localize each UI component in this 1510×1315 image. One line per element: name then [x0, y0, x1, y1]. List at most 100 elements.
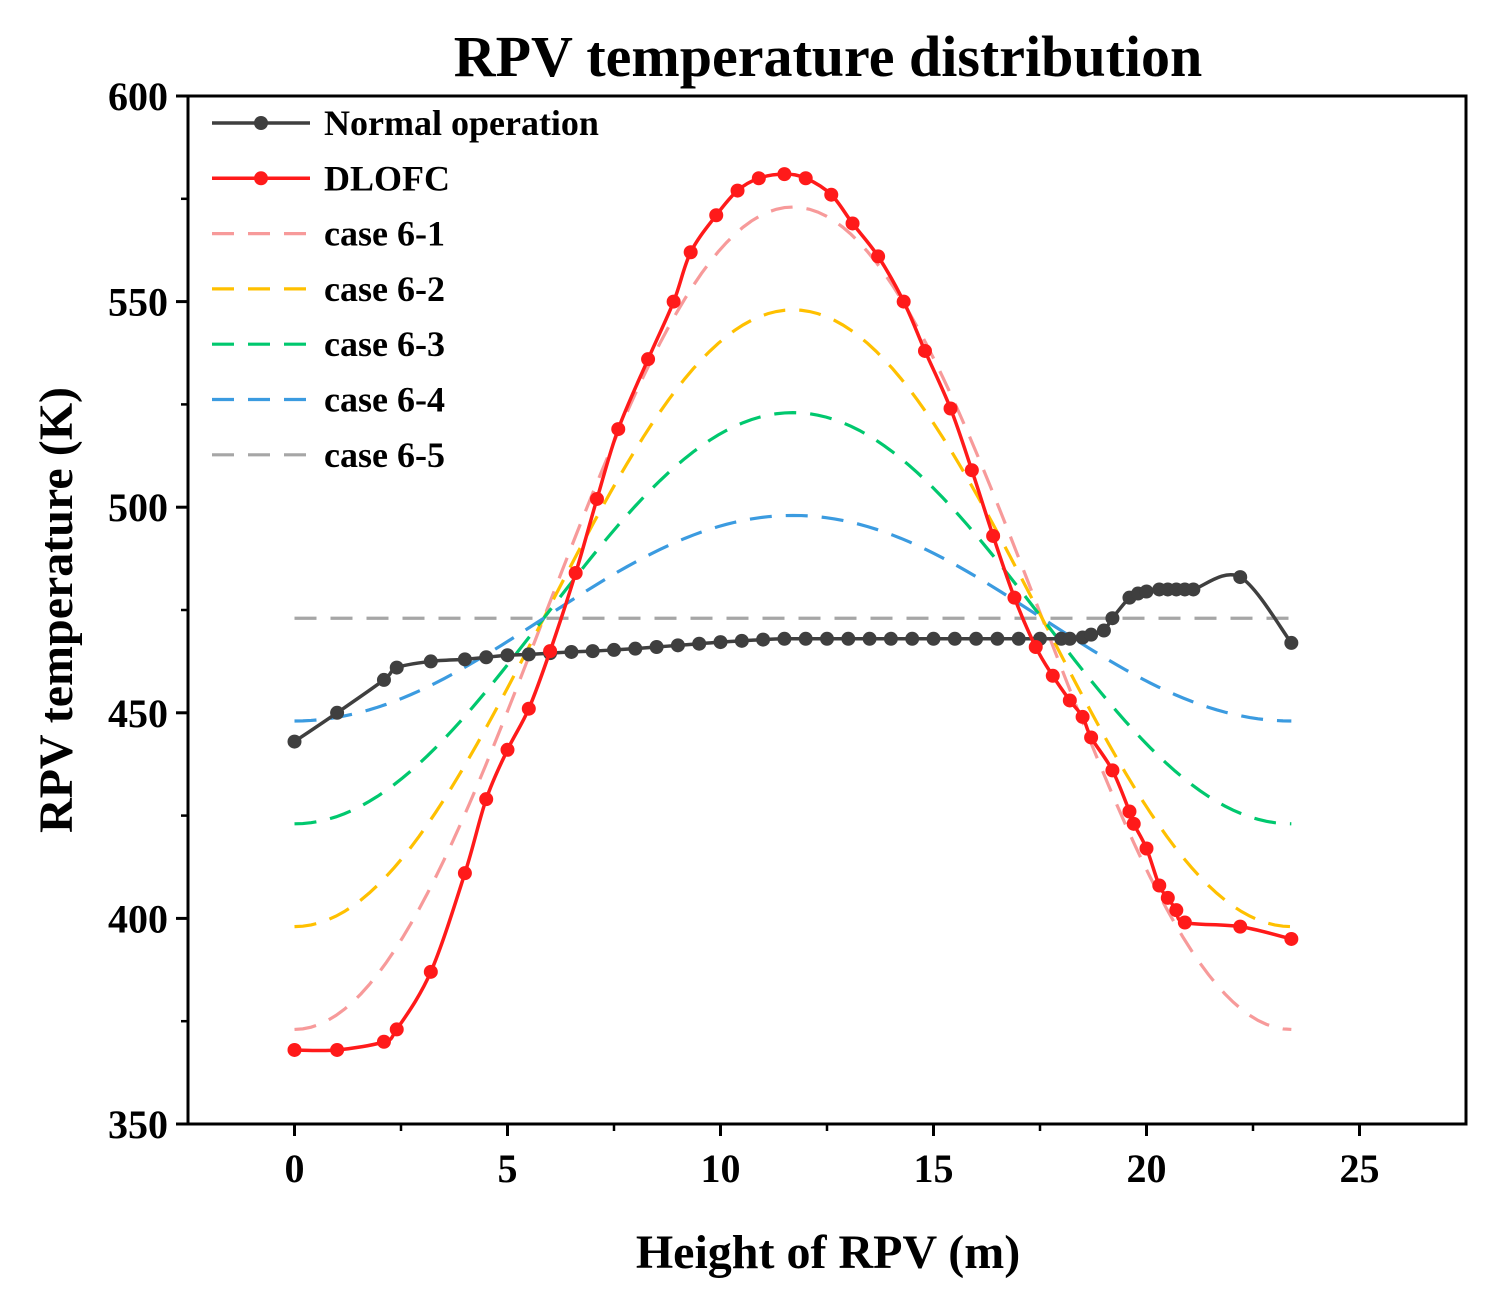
data-point-normal-operation: [500, 648, 515, 663]
data-point-dlofc: [917, 343, 932, 358]
legend-label: case 6-5: [324, 435, 445, 475]
data-point-normal-operation: [969, 631, 984, 646]
legend-entry-case-6-1: case 6-1: [212, 214, 445, 254]
data-point-normal-operation: [457, 652, 472, 667]
y-axis-label: RPV temperature (K): [30, 387, 83, 833]
legend-marker: [254, 116, 268, 130]
data-point-normal-operation: [287, 734, 302, 749]
data-point-normal-operation: [926, 631, 941, 646]
x-tick-label: 15: [914, 1146, 954, 1191]
data-point-normal-operation: [607, 642, 621, 657]
data-point-normal-operation: [1186, 582, 1201, 597]
data-point-normal-operation: [670, 638, 685, 653]
data-point-normal-operation: [1284, 635, 1299, 650]
y-tick-label: 450: [108, 691, 168, 736]
y-tick-label: 350: [108, 1102, 168, 1147]
data-point-normal-operation: [756, 632, 771, 647]
series-line-case-6-4: [294, 513, 1292, 723]
data-point-dlofc: [709, 208, 724, 223]
data-point-normal-operation: [905, 631, 920, 646]
chart-title: RPV temperature distribution: [454, 24, 1203, 89]
data-point-normal-operation: [692, 636, 707, 651]
data-point-dlofc: [943, 401, 958, 416]
legend-entry-normal-operation: Normal operation: [212, 103, 599, 143]
data-point-dlofc: [1122, 804, 1137, 819]
data-point-dlofc: [1062, 693, 1077, 708]
data-point-normal-operation: [585, 644, 600, 659]
x-axis-label: Height of RPV (m): [636, 1226, 1020, 1279]
data-point-normal-operation: [990, 631, 1005, 646]
data-point-normal-operation: [734, 633, 749, 648]
plot-area: [287, 167, 1299, 1057]
series-line-case-6-1: [294, 205, 1292, 1032]
data-point-dlofc: [1007, 590, 1022, 605]
data-point-dlofc: [521, 701, 536, 716]
data-point-dlofc: [777, 167, 792, 182]
legend-marker: [254, 171, 268, 186]
legend-label: case 6-2: [324, 269, 445, 309]
data-point-normal-operation: [649, 640, 664, 655]
data-point-normal-operation: [521, 647, 536, 662]
series-markers-dlofc: [287, 167, 1299, 1057]
data-point-dlofc: [666, 294, 681, 309]
data-point-dlofc: [457, 866, 472, 881]
y-tick-label: 500: [108, 485, 168, 530]
legend: Normal operation DLOFC case 6-1 case 6-2 cas…: [212, 103, 599, 475]
data-point-normal-operation: [798, 631, 813, 646]
data-point-normal-operation: [820, 631, 834, 646]
data-point-normal-operation: [1105, 611, 1120, 626]
data-point-normal-operation: [1233, 570, 1248, 585]
legend-entry-case-6-4: case 6-4: [212, 380, 445, 420]
data-point-dlofc: [376, 1034, 391, 1049]
series-line-case-6-3: [294, 411, 1292, 826]
x-tick-label: 10: [701, 1146, 741, 1191]
data-point-dlofc: [611, 422, 626, 437]
data-point-dlofc: [1084, 730, 1099, 745]
legend-entry-case-6-3: case 6-3: [212, 324, 445, 364]
data-point-dlofc: [589, 491, 604, 506]
data-point-dlofc: [543, 644, 558, 659]
data-point-normal-operation: [423, 654, 438, 669]
legend-label: Normal operation: [324, 103, 599, 143]
data-point-normal-operation: [1084, 627, 1099, 642]
data-point-normal-operation: [479, 650, 494, 665]
data-point-normal-operation: [628, 641, 643, 656]
series-markers-normal-operation: [287, 570, 1299, 749]
data-point-dlofc: [964, 463, 979, 478]
data-point-normal-operation: [947, 631, 962, 646]
data-point-dlofc: [1233, 919, 1248, 934]
data-point-dlofc: [1045, 668, 1060, 683]
data-point-dlofc: [986, 528, 1001, 543]
axes: 0 5 10 15 20 25 350 400 450 500 550 600: [108, 74, 1468, 1191]
x-tick-label: 25: [1340, 1146, 1380, 1191]
data-point-dlofc: [730, 183, 745, 198]
data-point-normal-operation: [841, 631, 856, 646]
data-point-dlofc: [1152, 878, 1167, 893]
series-line-case-6-2: [294, 308, 1292, 929]
data-point-dlofc: [824, 187, 839, 202]
data-point-dlofc: [1177, 915, 1192, 930]
y-tick-label: 400: [108, 896, 168, 941]
data-point-dlofc: [1105, 763, 1120, 778]
data-point-dlofc: [1160, 890, 1175, 905]
data-point-dlofc: [1139, 841, 1154, 856]
data-point-normal-operation: [1139, 584, 1154, 599]
series-line-normal-operation: [293, 573, 1293, 744]
data-point-normal-operation: [389, 660, 404, 675]
data-point-dlofc: [845, 216, 860, 231]
data-point-normal-operation: [862, 631, 877, 646]
data-point-normal-operation: [376, 672, 391, 687]
data-point-dlofc: [479, 792, 494, 807]
legend-entry-case-6-2: case 6-2: [212, 269, 445, 309]
x-tick-label: 5: [498, 1146, 518, 1191]
legend-label: case 6-3: [324, 324, 445, 364]
x-tick-label: 20: [1127, 1146, 1167, 1191]
data-point-normal-operation: [330, 705, 345, 720]
y-tick-label: 600: [108, 74, 168, 119]
data-point-dlofc: [683, 245, 698, 260]
data-point-normal-operation: [564, 644, 579, 659]
data-point-dlofc: [1075, 709, 1090, 724]
data-point-dlofc: [500, 742, 515, 757]
